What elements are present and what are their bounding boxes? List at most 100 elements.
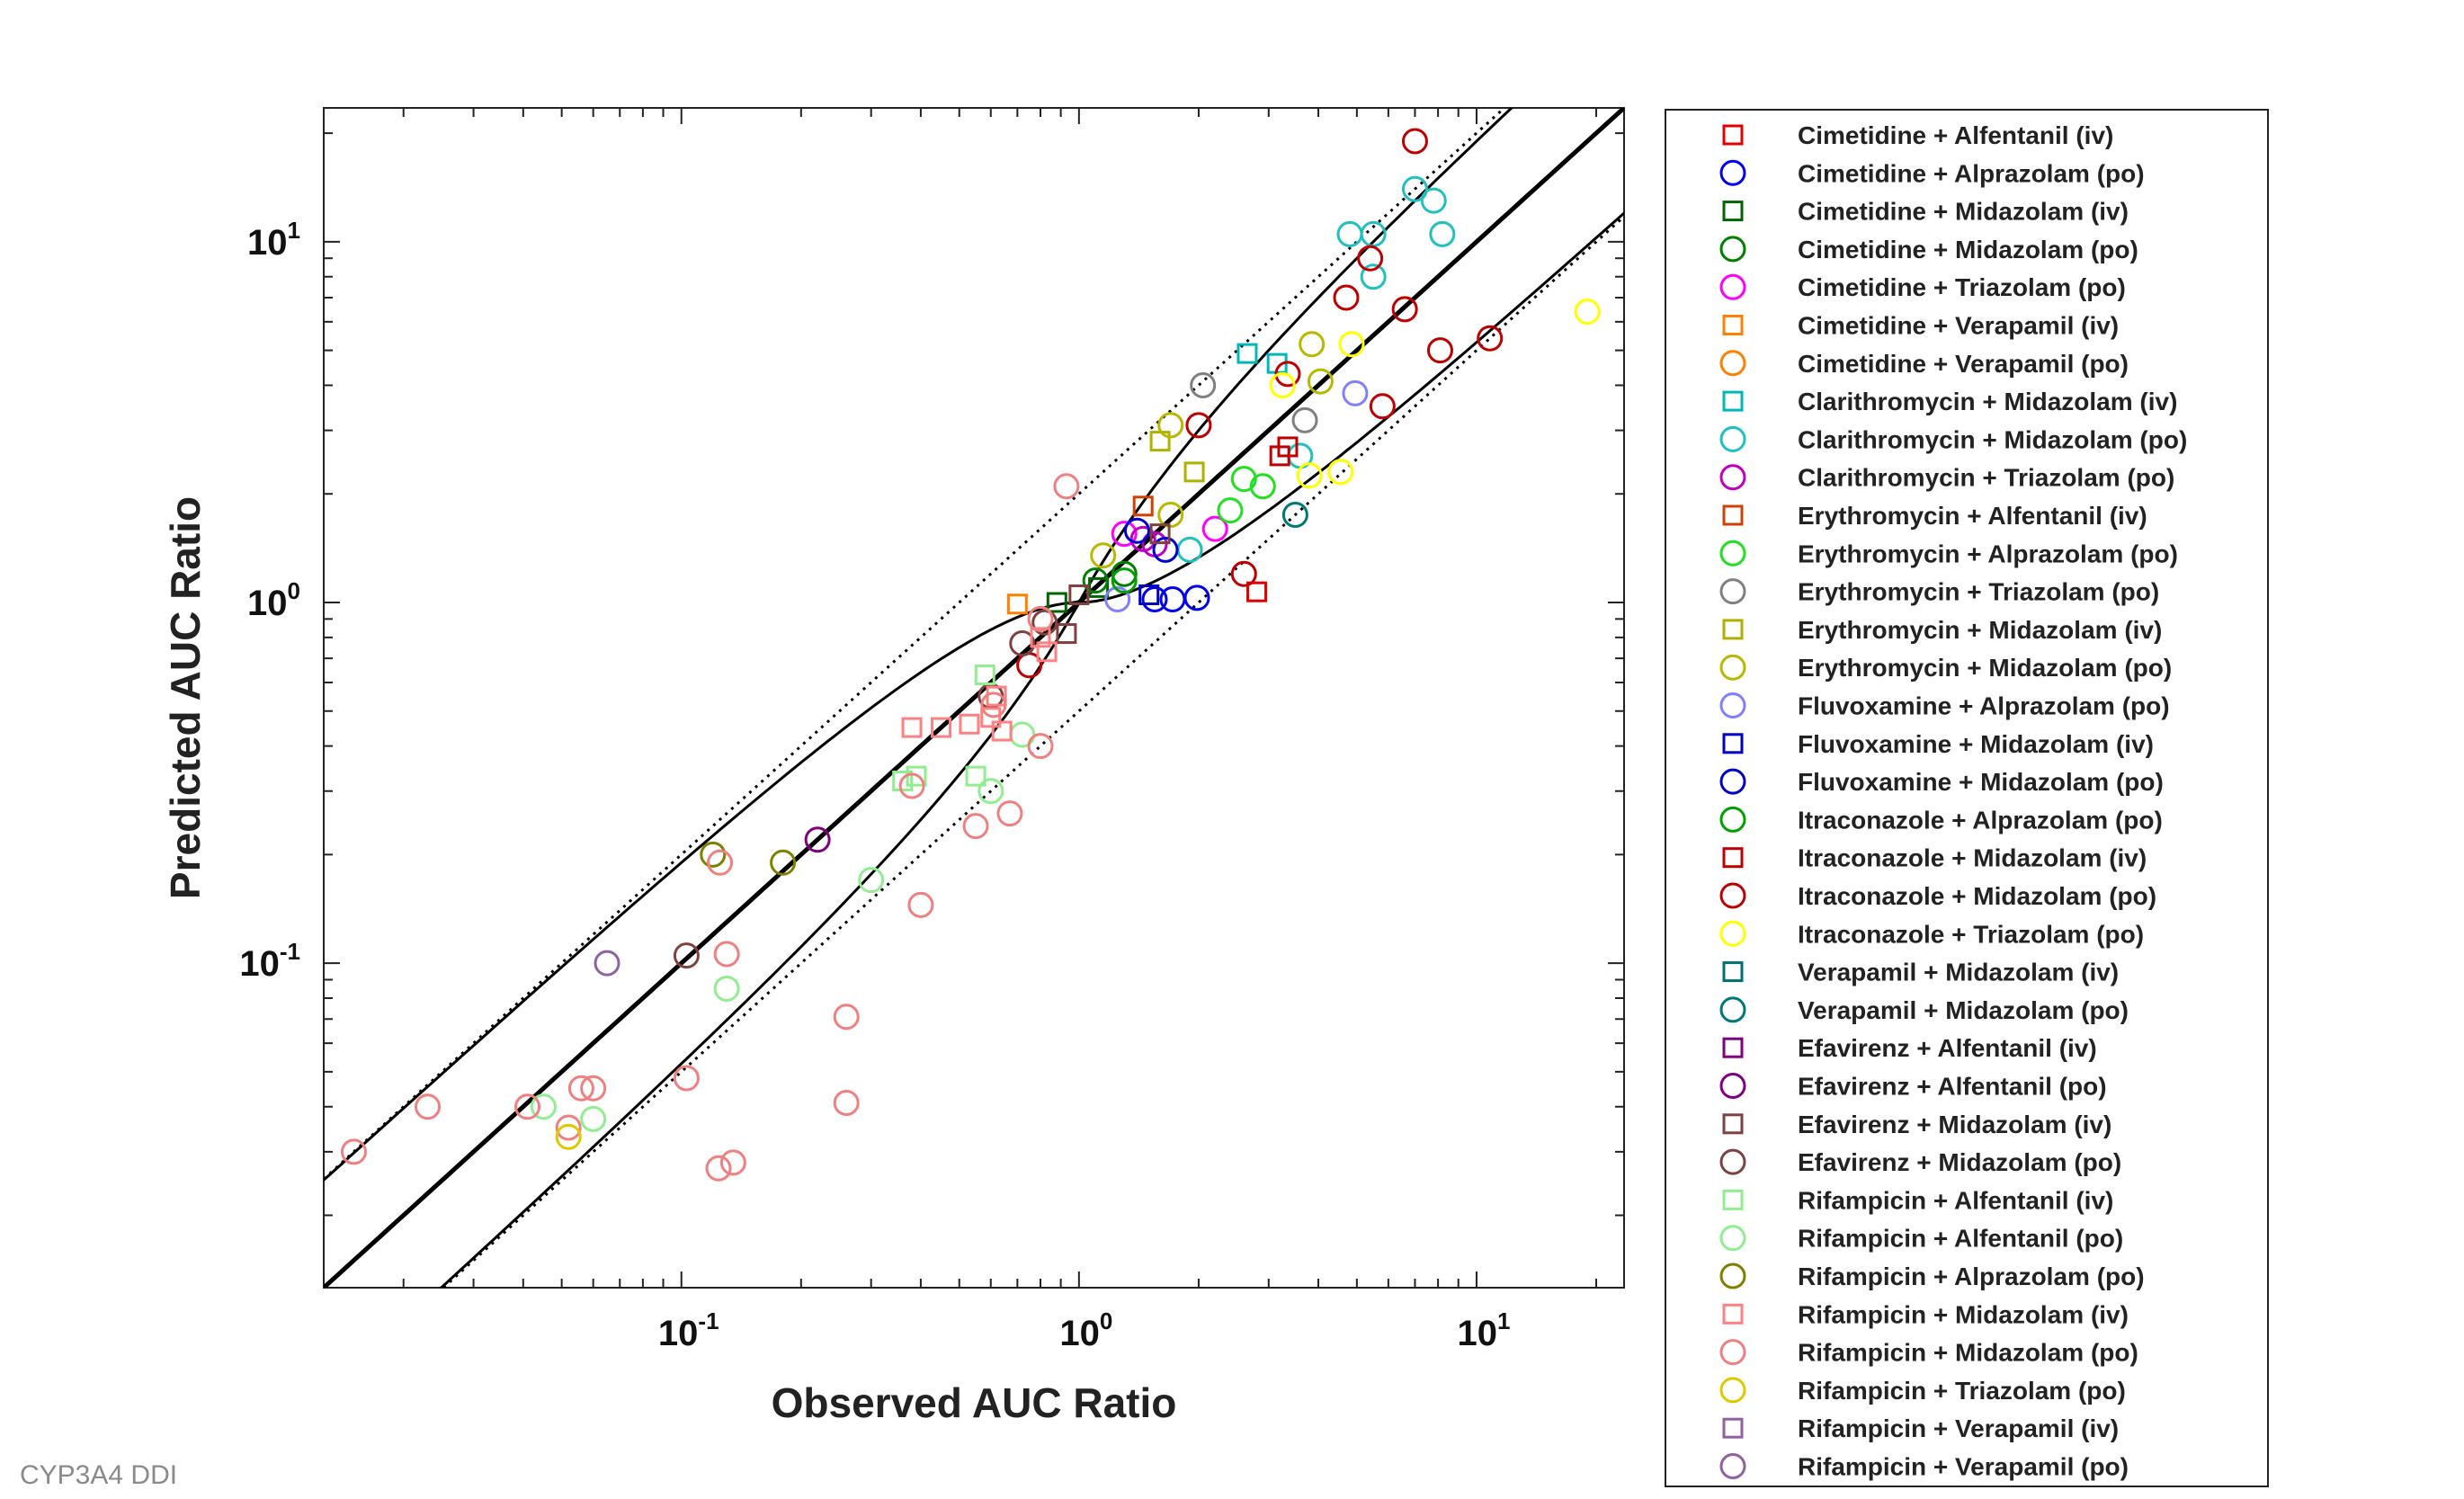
data-point-circle — [1141, 586, 1168, 613]
data-point-circle — [1291, 406, 1318, 433]
data-point-circle — [580, 1075, 607, 1102]
data-point-circle — [514, 1093, 541, 1120]
data-point-circle — [1217, 497, 1244, 524]
legend-label: Clarithromycin + Midazolam (iv) — [1798, 388, 2177, 415]
data-point-circle — [996, 800, 1023, 827]
data-point-circle — [858, 867, 885, 894]
data-point-circle — [673, 942, 700, 969]
legend-marker — [1719, 654, 1746, 681]
data-point-square — [1006, 593, 1028, 615]
x-axis-title: Observed AUC Ratio — [772, 1379, 1177, 1426]
data-point-square — [959, 713, 980, 735]
data-point-circle — [1053, 473, 1080, 500]
data-point-circle — [340, 1138, 367, 1165]
legend-label: Rifampicin + Midazolam (po) — [1798, 1339, 2138, 1367]
data-point-square — [1068, 584, 1090, 605]
legend-label: Erythromycin + Alprazolam (po) — [1798, 540, 2178, 567]
legend: Cimetidine + Alfentanil (iv) Cimetidine +… — [1665, 109, 2269, 1487]
data-point-circle — [1333, 284, 1360, 311]
legend-label: Itraconazole + Midazolam (iv) — [1798, 844, 2147, 872]
legend-marker — [1722, 390, 1744, 412]
legend-marker — [1719, 540, 1746, 567]
legend-label: Rifampicin + Alprazolam (po) — [1798, 1263, 2145, 1290]
data-point-circle — [1401, 175, 1428, 202]
data-point-circle — [1183, 584, 1210, 611]
data-point-circle — [415, 1093, 442, 1120]
legend-marker — [1719, 692, 1746, 718]
legend-marker — [1719, 236, 1746, 263]
data-point-circle — [1152, 536, 1179, 563]
data-point-circle — [707, 849, 734, 876]
y-axis-title: Predicted AUC Ratio — [162, 496, 209, 899]
legend-marker — [1719, 1453, 1746, 1479]
legend-marker — [1719, 425, 1746, 452]
legend-marker — [1722, 619, 1744, 640]
data-point-square — [1056, 623, 1077, 645]
data-point-circle — [1420, 187, 1447, 214]
y-tick-label: 10-1 — [239, 938, 300, 984]
data-point-circle — [1391, 296, 1418, 323]
legend-label: Rifampicin + Midazolam (iv) — [1798, 1300, 2129, 1328]
data-point-circle — [567, 1075, 594, 1102]
data-point-square — [1236, 343, 1258, 364]
legend-label: Cimetidine + Alprazolam (po) — [1798, 159, 2145, 187]
legend-marker — [1719, 1377, 1746, 1404]
legend-marker — [1719, 1148, 1746, 1175]
legend-label: Fluvoxamine + Alprazolam (po) — [1798, 692, 2170, 720]
legend-marker — [1719, 1339, 1746, 1366]
data-point-square — [1036, 641, 1058, 663]
data-point-circle — [1357, 245, 1384, 272]
legend-marker — [1719, 464, 1746, 491]
legend-marker — [1719, 806, 1746, 833]
data-point-circle — [1157, 412, 1184, 439]
data-point-circle — [1477, 325, 1504, 352]
data-point-square — [901, 717, 923, 738]
data-point-circle — [1031, 609, 1058, 636]
legend-label: Erythromycin + Midazolam (po) — [1798, 654, 2172, 682]
data-point-square — [1030, 627, 1051, 648]
x-tick-label: 100 — [1059, 1307, 1112, 1353]
legend-label: Erythromycin + Alfentanil (iv) — [1798, 502, 2147, 530]
y-tick-label: 100 — [247, 577, 300, 623]
data-point-circle — [1082, 567, 1109, 594]
legend-label: Efavirenz + Midazolam (po) — [1798, 1148, 2121, 1176]
legend-label: Rifampicin + Alfentanil (iv) — [1798, 1186, 2113, 1214]
data-point-square — [1269, 445, 1290, 467]
data-point-circle — [833, 1004, 860, 1031]
x-tick-label: 10-1 — [658, 1307, 719, 1353]
legend-marker — [1719, 1073, 1746, 1099]
data-point-circle — [1269, 371, 1296, 398]
data-point-circle — [1426, 337, 1453, 364]
data-points — [340, 128, 1601, 1182]
x-tick-label: 101 — [1457, 1307, 1510, 1353]
legend-box — [1665, 109, 2269, 1487]
y-tick-label: 101 — [247, 217, 300, 263]
data-point-circle — [673, 1065, 700, 1092]
data-point-square — [965, 765, 986, 787]
data-point-circle — [1090, 542, 1117, 569]
legend-marker — [1722, 1113, 1744, 1135]
data-point-circle — [719, 1149, 746, 1176]
legend-label: Efavirenz + Alfentanil (po) — [1798, 1073, 2107, 1101]
legend-label: Cimetidine + Triazolam (po) — [1798, 273, 2126, 301]
legend-marker — [1719, 882, 1746, 909]
legend-label: Cimetidine + Midazolam (iv) — [1798, 198, 2129, 226]
legend-marker — [1719, 1225, 1746, 1252]
axis-ticks — [324, 108, 1624, 1288]
data-point-circle — [1296, 462, 1323, 489]
data-point-square — [1183, 461, 1205, 483]
data-point-circle — [1104, 586, 1131, 613]
legend-label: Itraconazole + Alprazolam (po) — [1798, 806, 2163, 834]
line-of-identity — [324, 108, 1624, 1288]
legend-label: Itraconazole + Triazolam (po) — [1798, 920, 2144, 948]
legend-marker — [1719, 768, 1746, 795]
legend-marker — [1722, 201, 1744, 222]
data-point-circle — [1307, 368, 1334, 395]
data-point-circle — [1401, 128, 1428, 155]
legend-label: Itraconazole + Midazolam (po) — [1798, 882, 2156, 910]
data-point-circle — [770, 849, 797, 876]
tick-labels: 10-1 100 101 10-1 100 101 — [239, 217, 1510, 1353]
legend-marker — [1719, 273, 1746, 300]
data-point-circle — [1111, 521, 1138, 548]
